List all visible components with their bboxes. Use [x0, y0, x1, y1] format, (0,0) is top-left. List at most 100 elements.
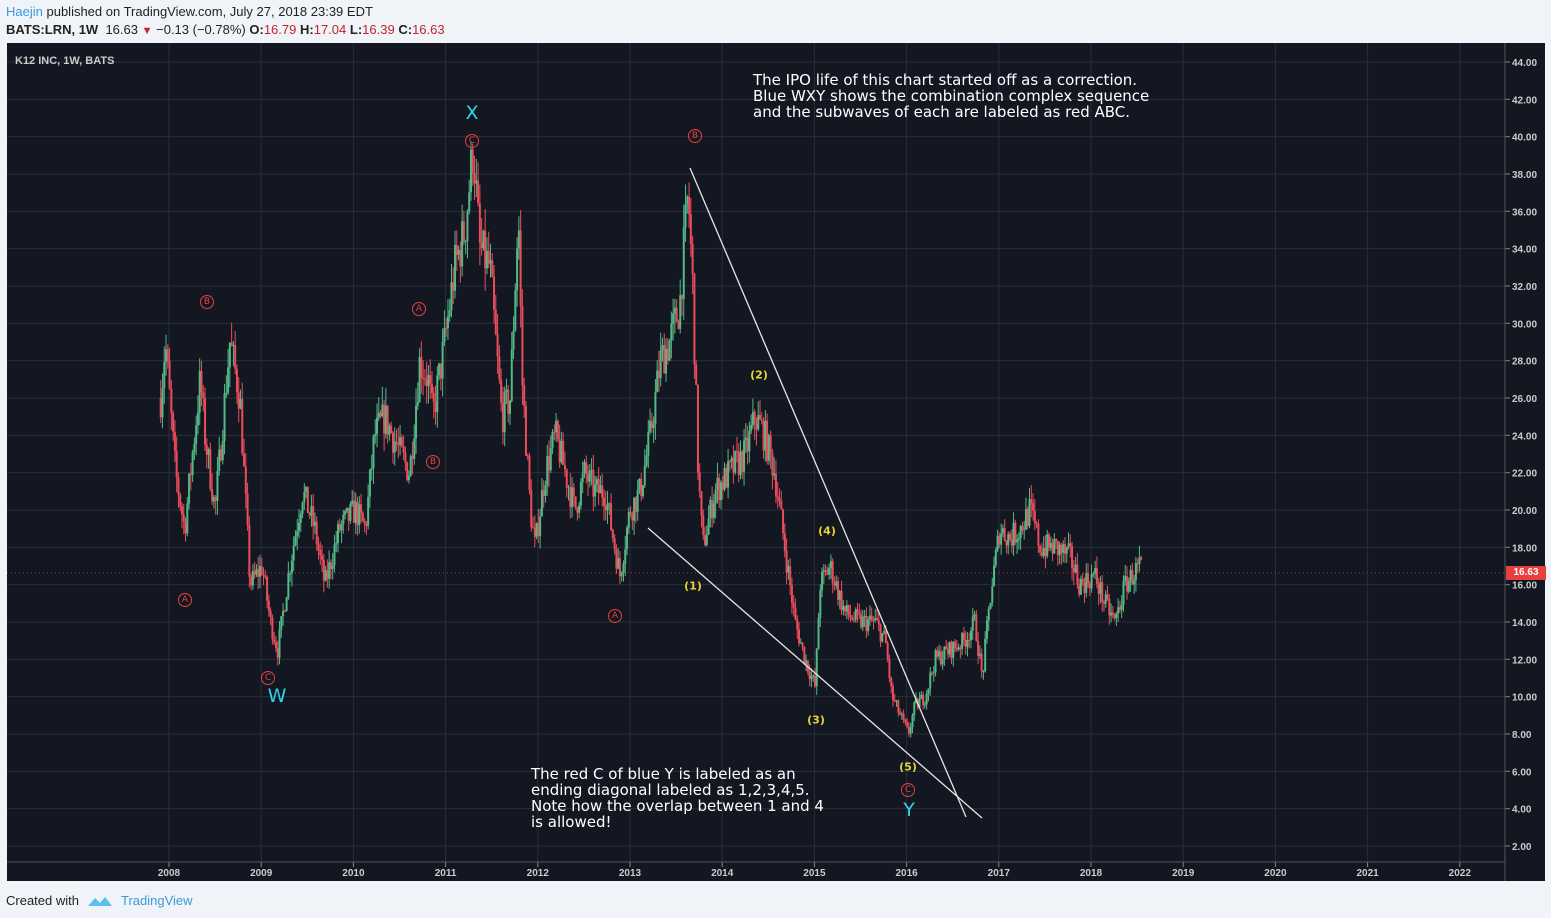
candle-body: [1065, 547, 1068, 554]
candle-body: [289, 573, 292, 575]
lower-trendline[interactable]: [647, 527, 983, 819]
candle-body: [725, 468, 728, 488]
candle-body: [1037, 523, 1040, 546]
candle-body: [560, 440, 563, 463]
tradingview-link[interactable]: TradingView: [120, 893, 193, 908]
candle-body: [344, 511, 347, 515]
candle-body: [705, 534, 708, 546]
candle-body: [673, 307, 676, 314]
candle-body: [899, 712, 902, 715]
candle-body: [377, 412, 380, 418]
candle-body: [964, 640, 967, 648]
candle-body: [510, 349, 513, 401]
candle-body: [1071, 546, 1074, 568]
candle-body: [872, 620, 875, 622]
candle-body: [728, 460, 731, 462]
candle-body: [294, 536, 297, 546]
candle-body: [732, 457, 735, 473]
candle-body: [188, 473, 191, 504]
candle-body: [767, 435, 770, 461]
candle-body: [837, 581, 840, 600]
candle-body: [985, 620, 988, 639]
candle-body: [948, 642, 951, 655]
candle-body: [1090, 574, 1093, 589]
candle-body: [296, 530, 299, 537]
candle-body: [865, 615, 868, 632]
candle-body: [395, 441, 398, 445]
candle-body: [714, 489, 717, 504]
candle-body: [1111, 612, 1114, 615]
candle-body: [774, 473, 777, 497]
candle-body: [585, 462, 588, 474]
candle-body: [1048, 534, 1051, 548]
candle-body: [620, 572, 623, 577]
candle-body: [418, 357, 421, 403]
candle-body: [1131, 569, 1134, 585]
candle-body: [927, 688, 930, 694]
candle-body: [532, 527, 535, 529]
upper-trendline[interactable]: [689, 167, 967, 818]
note-line: ending diagonal labeled as 1,2,3,4,5.: [531, 781, 810, 799]
high-label: H:: [300, 22, 314, 37]
candle-body: [833, 583, 836, 586]
x-tick-label: 2014: [711, 868, 734, 879]
x-tick-label: 2017: [988, 868, 1011, 879]
candle-body: [975, 614, 978, 641]
candle-body: [657, 370, 660, 379]
candle-body: [870, 615, 873, 621]
candle-body: [519, 230, 522, 306]
candle-body: [602, 497, 605, 506]
candle-body: [374, 434, 377, 437]
candle-body: [324, 570, 327, 581]
candle-body: [308, 513, 311, 516]
candle-body: [569, 487, 572, 508]
candle-body: [592, 469, 595, 497]
candle-body: [897, 700, 900, 713]
candle-body: [1138, 557, 1141, 565]
candle-body: [753, 411, 756, 424]
candle-body: [984, 638, 987, 671]
candle-body: [180, 506, 183, 515]
x-tick-label: 2021: [1356, 868, 1379, 879]
candle-body: [204, 398, 207, 445]
candle-body: [840, 590, 843, 611]
candle-body: [581, 473, 584, 483]
candle-body: [688, 196, 691, 215]
candle-body: [886, 643, 889, 660]
candle-body: [468, 192, 471, 212]
candle-body: [790, 585, 793, 604]
candle-body: [517, 230, 520, 249]
candle-body: [890, 677, 893, 687]
candle-body: [258, 565, 261, 577]
open-value: 16.79: [263, 22, 297, 37]
candle-body: [1007, 533, 1010, 546]
note-line: The red C of blue Y is labeled as an: [531, 765, 796, 783]
x-tick-label: 2011: [435, 868, 457, 879]
candle-body: [817, 618, 820, 650]
candle-body: [1049, 543, 1052, 548]
candle-body: [450, 282, 453, 311]
candle-body: [1087, 573, 1090, 584]
candle-body: [370, 467, 373, 470]
candle-body: [939, 651, 942, 665]
candle-body: [427, 375, 430, 387]
candle-body: [1033, 510, 1036, 524]
y-tick-label: 26.00: [1512, 394, 1537, 405]
candle-body: [922, 694, 925, 706]
symbol-info: BATS:LRN, 1W 16.63 ▼ −0.13 (−0.78%) O:16…: [6, 22, 445, 37]
candle-body: [212, 497, 215, 502]
candle-body: [661, 345, 664, 351]
y-tick-label: 14.00: [1512, 618, 1537, 629]
candle-body: [508, 400, 511, 414]
author-link[interactable]: Haejin: [6, 4, 43, 19]
candle-body: [352, 500, 355, 523]
candle-body: [663, 345, 666, 374]
candle-body: [1062, 544, 1065, 553]
candle-body: [759, 414, 762, 420]
candle-body: [971, 616, 974, 631]
candle-body: [1113, 614, 1116, 619]
candle-body: [475, 180, 478, 184]
candle-body: [643, 465, 646, 486]
candle-body: [969, 630, 972, 641]
